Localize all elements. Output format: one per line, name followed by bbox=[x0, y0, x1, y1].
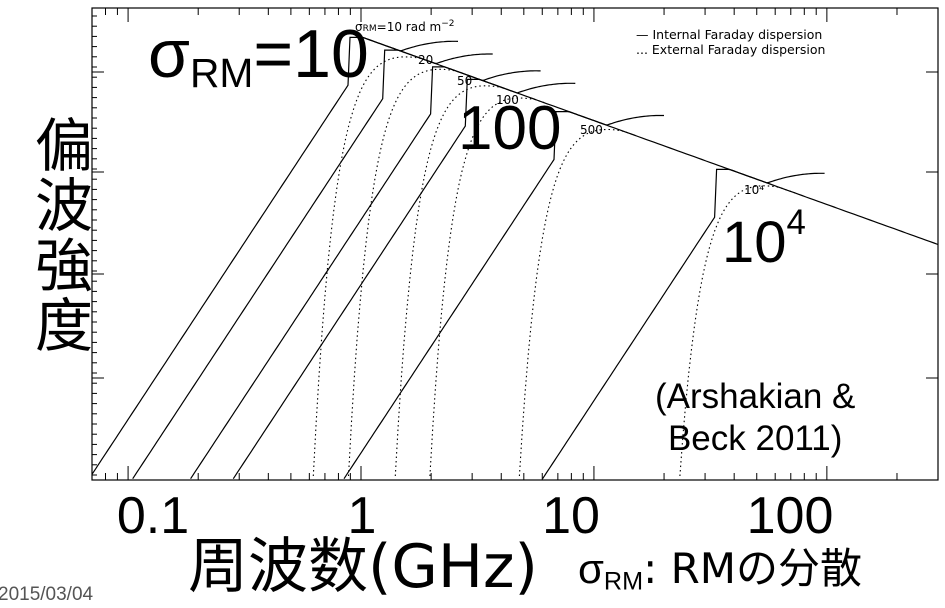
citation-line1: (Arshakian & bbox=[655, 377, 856, 416]
rm-label-20: 20 bbox=[418, 53, 434, 67]
label-10e4-exp: 4 bbox=[786, 203, 806, 242]
spectrum-envelope bbox=[349, 32, 939, 246]
footer-sigma-sub: RM bbox=[603, 567, 644, 596]
x-tick-0.1: 0.1 bbox=[116, 487, 190, 545]
internal-curve-500 bbox=[343, 110, 664, 480]
internal-curve-100 bbox=[232, 78, 576, 480]
rm-label-500: 500 bbox=[580, 123, 603, 137]
x-tick-100: 100 bbox=[746, 487, 834, 545]
rm-label-10e4: 10⁴ bbox=[744, 183, 765, 197]
citation: (Arshakian & Beck 2011) bbox=[655, 376, 855, 460]
label-10e4: 104 bbox=[722, 203, 806, 275]
curves-group bbox=[91, 32, 939, 480]
small-sigma: σ bbox=[355, 20, 363, 34]
small-eq: =10 rad m bbox=[376, 20, 442, 34]
legend-external: ... External Faraday dispersion bbox=[636, 42, 826, 57]
internal-curve-10⁴ bbox=[542, 168, 825, 480]
internal-curve-10 bbox=[91, 36, 459, 475]
label-100: 100 bbox=[458, 94, 562, 163]
footer-text: : RMの分散 bbox=[643, 544, 863, 593]
rm-label-50: 50 bbox=[457, 74, 473, 88]
small-sigma-label: σRM=10 rad m−2 bbox=[355, 19, 454, 34]
y-axis-label: 偏波強度 bbox=[25, 115, 93, 355]
internal-curve-20 bbox=[132, 49, 493, 480]
rm-label-100: 100 bbox=[496, 93, 519, 107]
label-10e4-base: 10 bbox=[722, 209, 787, 275]
external-curve-500 bbox=[518, 128, 636, 477]
sigma-eq: =10 bbox=[253, 16, 369, 92]
external-curve-100 bbox=[429, 97, 547, 477]
x-axis-label: 周波数(GHz) bbox=[188, 532, 538, 602]
external-curve-10 bbox=[312, 56, 430, 477]
external-curve-20 bbox=[347, 68, 465, 477]
sigma-rm-10-label: σRM=10 bbox=[148, 20, 369, 94]
small-exp: −2 bbox=[441, 19, 455, 29]
date-stamp: 2015/03/04 bbox=[0, 584, 94, 605]
x-tick-10: 10 bbox=[542, 487, 600, 545]
legend-internal: — Internal Faraday dispersion bbox=[636, 27, 823, 42]
citation-line2: Beck 2011) bbox=[667, 419, 843, 458]
footer-sigma: σ bbox=[578, 545, 604, 592]
sigma-subscript: RM bbox=[189, 50, 254, 97]
small-rm: RM bbox=[362, 24, 377, 34]
sigma-symbol: σ bbox=[148, 16, 190, 92]
x-tick-1: 1 bbox=[347, 487, 377, 545]
axis-ticks bbox=[91, 8, 939, 480]
legend: — Internal Faraday dispersion ... Extern… bbox=[636, 27, 825, 57]
footer-sigma-definition: σRM: RMの分散 bbox=[578, 548, 862, 595]
external-curve-10⁴ bbox=[679, 185, 797, 477]
